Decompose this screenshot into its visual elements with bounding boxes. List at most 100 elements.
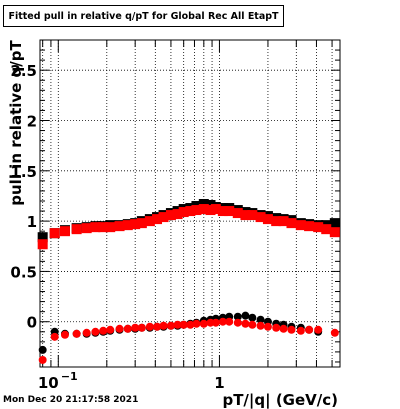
data-point-square <box>105 222 116 233</box>
data-point-circle <box>305 325 314 334</box>
y-axis-label: pull in relative q/pT <box>7 39 25 205</box>
data-point-square <box>329 227 340 238</box>
data-point-square <box>240 210 251 221</box>
data-point-square <box>198 199 209 210</box>
data-point-circle <box>248 313 257 322</box>
data-point-square <box>191 205 202 216</box>
data-point-circle <box>233 318 242 327</box>
data-point-square <box>90 222 101 233</box>
data-point-square <box>329 218 340 229</box>
data-point-square <box>81 223 92 234</box>
y-tick-label: 1 <box>27 213 37 231</box>
data-point-square <box>205 205 216 216</box>
x-tick-label-exponent: −1 <box>61 370 78 383</box>
data-point-circle <box>60 330 69 339</box>
y-tick-label: 2 <box>27 112 37 130</box>
data-point-square <box>122 220 133 231</box>
y-tick-label: 1.5 <box>10 163 37 181</box>
timestamp-label: Mon Dec 20 21:17:58 2021 <box>3 395 139 405</box>
data-point-square <box>198 204 209 215</box>
data-point-square <box>217 206 228 217</box>
data-point-circle <box>38 345 47 354</box>
data-point-circle <box>115 324 124 333</box>
data-point-square <box>136 218 147 229</box>
data-point-circle <box>159 321 168 330</box>
data-point-square <box>271 216 282 227</box>
data-point-square <box>205 200 216 211</box>
data-point-circle <box>137 323 146 332</box>
data-point-square <box>114 221 125 232</box>
data-point-circle <box>218 317 227 326</box>
data-points <box>37 199 340 364</box>
data-point-square <box>165 210 176 221</box>
y-tick-label: 0 <box>27 314 37 332</box>
data-point-circle <box>153 322 162 331</box>
data-point-square <box>255 212 266 223</box>
data-point-square <box>130 219 141 230</box>
plot-frame <box>39 39 341 368</box>
data-point-circle <box>199 319 208 328</box>
data-point-circle <box>106 325 115 334</box>
data-point-circle <box>82 328 91 337</box>
data-point-circle <box>38 355 47 364</box>
data-point-square <box>286 218 297 229</box>
data-point-circle <box>296 326 305 335</box>
data-point-circle <box>145 322 154 331</box>
data-point-circle <box>279 324 288 333</box>
data-point-circle <box>225 317 234 326</box>
data-point-square <box>152 214 163 225</box>
data-point-circle <box>179 320 188 329</box>
data-point-circle <box>72 329 81 338</box>
data-point-square <box>321 224 332 235</box>
x-axis-label: pT/|q| (GeV/c) <box>222 391 338 409</box>
data-point-circle <box>50 332 59 341</box>
data-point-circle <box>256 321 265 330</box>
data-point-circle <box>131 323 140 332</box>
data-point-circle <box>248 320 257 329</box>
data-point-square <box>49 228 60 239</box>
data-point-circle <box>233 312 242 321</box>
data-point-square <box>37 232 48 243</box>
tick-labels: 0 0.5 1 1.5 2 2.5 10 −1 1 <box>10 62 224 392</box>
data-point-square <box>295 220 306 231</box>
data-point-square <box>59 226 70 237</box>
chart-title: Fitted pull in relative q/pT for Global … <box>3 5 284 27</box>
data-point-circle <box>166 321 175 330</box>
data-point-circle <box>263 322 272 331</box>
data-point-circle <box>256 315 265 324</box>
data-point-circle <box>192 319 201 328</box>
data-point-square <box>71 224 82 235</box>
data-point-circle <box>314 325 323 334</box>
data-point-circle <box>272 323 281 332</box>
data-point-circle <box>330 328 339 337</box>
y-tick-label: 2.5 <box>10 62 37 80</box>
data-point-circle <box>287 325 296 334</box>
data-point-square <box>178 207 189 218</box>
data-point-circle <box>211 318 220 327</box>
data-point-circle <box>123 324 132 333</box>
data-point-square <box>232 208 243 219</box>
data-point-square <box>185 206 196 217</box>
y-tick-label: 0.5 <box>10 263 37 281</box>
data-point-circle <box>99 326 108 335</box>
data-point-square <box>158 212 169 223</box>
data-point-circle <box>241 311 250 320</box>
data-point-circle <box>91 327 100 336</box>
data-point-square <box>98 222 109 233</box>
data-point-square <box>144 216 155 227</box>
data-point-square <box>172 209 183 220</box>
data-point-circle <box>241 319 250 328</box>
data-point-circle <box>186 320 195 329</box>
x-tick-label: 1 <box>214 374 224 392</box>
data-point-circle <box>173 320 182 329</box>
data-point-square <box>224 206 235 217</box>
data-point-square <box>210 204 221 215</box>
data-point-square <box>37 239 48 250</box>
data-point-square <box>313 222 324 233</box>
data-point-square <box>304 221 315 232</box>
x-tick-label: 10 <box>38 374 59 392</box>
data-point-square <box>247 210 258 221</box>
data-point-square <box>262 214 273 225</box>
data-point-square <box>278 216 289 227</box>
